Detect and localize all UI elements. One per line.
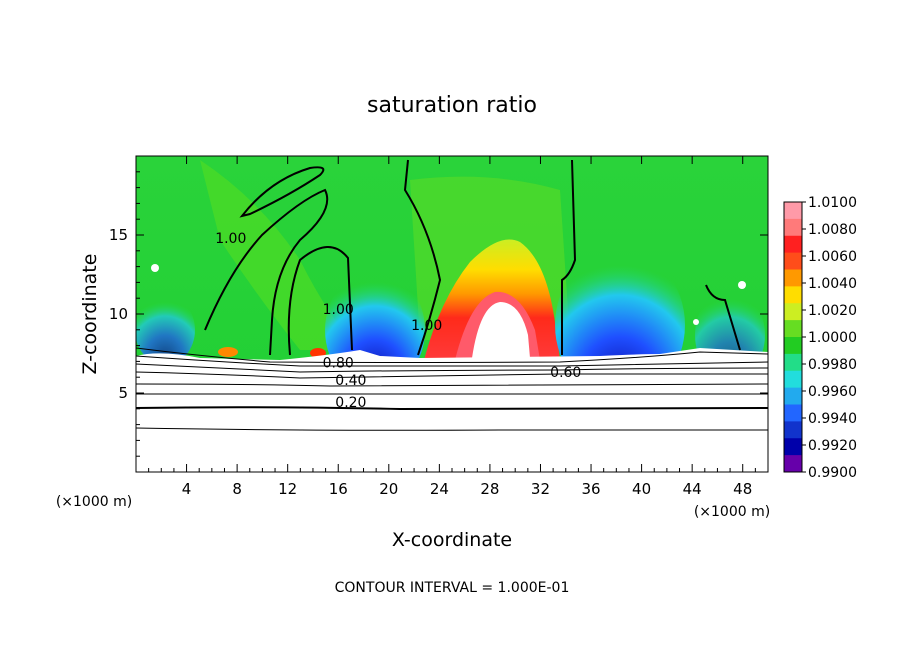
x-tick-label: 28 <box>480 480 499 498</box>
contour-interval-note: CONTOUR INTERVAL = 1.000E-01 <box>335 580 570 596</box>
y-tick-label: 5 <box>118 384 128 402</box>
contour-label: 0.80 <box>323 356 354 372</box>
colorbar-label: 1.0100 <box>808 195 857 211</box>
x-tick-label: 44 <box>683 480 702 498</box>
colorbar-swatch <box>784 218 802 237</box>
y-tick-label: 10 <box>109 305 128 323</box>
x-tick-label: 36 <box>581 480 600 498</box>
contour-label: 0.60 <box>550 365 581 381</box>
colorbar-swatch <box>784 438 802 456</box>
x-tick-label: 8 <box>232 480 242 498</box>
contour-label: 1.00 <box>411 318 442 334</box>
chart-title: saturation ratio <box>367 93 537 118</box>
y-axis-label: Z-coordinate <box>79 254 101 375</box>
colorbar-swatch <box>784 235 802 254</box>
stratified-contours <box>136 347 768 431</box>
colorbar-label: 1.0040 <box>808 276 857 292</box>
colorbar-swatch <box>784 303 802 321</box>
x-axis: 4 8 12 16 20 24 28 32 36 40 44 48 <box>148 156 756 498</box>
x-tick-label: 16 <box>329 480 348 498</box>
colorbar-label: 1.0020 <box>808 303 857 319</box>
x-unit-left: (×1000 m) <box>56 494 132 510</box>
contour-lines <box>204 159 741 356</box>
colorbar-label: 0.9960 <box>808 384 857 400</box>
colorbar-swatch <box>784 387 802 405</box>
x-tick-label: 32 <box>531 480 550 498</box>
colorbar-swatch <box>784 252 802 270</box>
colorbar-swatch <box>784 370 802 389</box>
x-tick-label: 12 <box>278 480 297 498</box>
x-tick-label: 40 <box>632 480 651 498</box>
colorbar-label: 1.0000 <box>808 330 857 346</box>
colorbar-label: 0.9920 <box>808 438 857 454</box>
colorbar-swatch <box>784 269 802 287</box>
colorbar-swatch <box>784 421 802 439</box>
colorbar-swatch <box>784 337 802 355</box>
colorbar-swatch <box>784 286 802 304</box>
x-unit-right: (×1000 m) <box>694 504 770 520</box>
colorbar-label: 1.0080 <box>808 222 857 238</box>
colorbar-swatch <box>784 320 802 338</box>
colorbar-swatch <box>784 353 802 372</box>
colorbar: 1.0100 1.0080 1.0060 1.0040 1.0020 1.0000 0.99… <box>783 195 857 481</box>
x-tick-label: 24 <box>430 480 449 498</box>
colorbar-label: 1.0060 <box>808 249 857 265</box>
colorbar-label: 0.9900 <box>808 465 857 481</box>
contour-label: 1.00 <box>215 231 246 247</box>
x-tick-label: 48 <box>733 480 752 498</box>
y-tick-label: 15 <box>109 226 128 244</box>
colorbar-label: 0.9940 <box>808 411 857 427</box>
colorbar-label: 0.9980 <box>808 357 857 373</box>
colorbar-swatch <box>784 455 802 473</box>
x-tick-label: 20 <box>379 480 398 498</box>
contour-label: 0.40 <box>335 373 366 389</box>
heatmap-field <box>136 156 768 472</box>
contour-labels: 1.00 1.00 1.00 0.800.40 0.20 0.60 <box>215 231 581 411</box>
contour-label: 0.20 <box>335 395 366 411</box>
y-axis: 5 10 15 <box>109 171 768 457</box>
contour-label: 1.00 <box>323 302 354 318</box>
x-axis-label: X-coordinate <box>392 529 512 551</box>
colorbar-swatch <box>784 404 802 422</box>
colorbar-swatch <box>784 202 802 220</box>
x-tick-label: 4 <box>182 480 192 498</box>
